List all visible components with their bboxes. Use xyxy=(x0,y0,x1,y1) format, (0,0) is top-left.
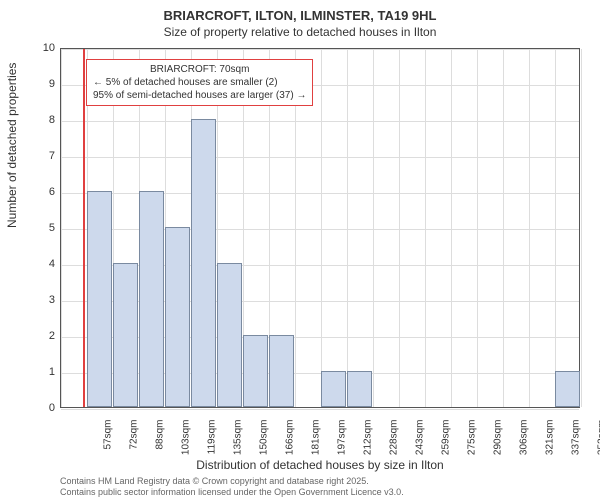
chart-title-line2: Size of property relative to detached ho… xyxy=(0,25,600,39)
grid-line-h xyxy=(61,49,579,50)
x-tick-label: 228sqm xyxy=(389,420,400,470)
histogram-bar xyxy=(269,335,294,407)
grid-line-v xyxy=(529,49,530,407)
y-tick-label: 4 xyxy=(49,258,55,270)
x-tick-label: 166sqm xyxy=(285,420,296,470)
x-tick-label: 103sqm xyxy=(181,420,192,470)
x-tick-label: 197sqm xyxy=(337,420,348,470)
x-tick-label: 337sqm xyxy=(571,420,582,470)
y-tick-label: 3 xyxy=(49,294,55,306)
property-marker-line xyxy=(83,49,85,407)
grid-line-h xyxy=(61,409,579,410)
chart-container: BRIARCROFT, ILTON, ILMINSTER, TA19 9HL S… xyxy=(0,0,600,500)
y-tick-label: 9 xyxy=(49,78,55,90)
grid-line-v xyxy=(425,49,426,407)
y-tick-label: 1 xyxy=(49,366,55,378)
grid-line-h xyxy=(61,157,579,158)
y-tick-label: 2 xyxy=(49,330,55,342)
annotation-line2: ← 5% of detached houses are smaller (2) xyxy=(93,76,306,89)
x-tick-label: 352sqm xyxy=(597,420,600,470)
y-tick-label: 6 xyxy=(49,186,55,198)
grid-line-v xyxy=(451,49,452,407)
x-tick-label: 275sqm xyxy=(467,420,478,470)
histogram-bar xyxy=(165,227,190,407)
histogram-bar xyxy=(113,263,138,407)
annotation-line1: BRIARCROFT: 70sqm xyxy=(93,63,306,76)
histogram-bar xyxy=(191,119,216,407)
y-tick-label: 7 xyxy=(49,150,55,162)
annotation-line3: 95% of semi-detached houses are larger (… xyxy=(93,89,306,102)
histogram-bar xyxy=(243,335,268,407)
x-tick-label: 88sqm xyxy=(155,420,166,470)
y-tick-label: 10 xyxy=(43,42,55,54)
x-tick-label: 290sqm xyxy=(493,420,504,470)
histogram-bar xyxy=(87,191,112,407)
x-tick-label: 72sqm xyxy=(129,420,140,470)
histogram-bar xyxy=(555,371,580,407)
histogram-bar xyxy=(321,371,346,407)
x-tick-label: 243sqm xyxy=(415,420,426,470)
x-tick-label: 181sqm xyxy=(311,420,322,470)
grid-line-v xyxy=(321,49,322,407)
x-tick-label: 306sqm xyxy=(519,420,530,470)
annotation-box: BRIARCROFT: 70sqm ← 5% of detached house… xyxy=(86,59,313,106)
grid-line-v xyxy=(347,49,348,407)
histogram-bar xyxy=(139,191,164,407)
grid-line-h xyxy=(61,121,579,122)
grid-line-v xyxy=(477,49,478,407)
plot-area: BRIARCROFT: 70sqm ← 5% of detached house… xyxy=(60,48,580,408)
x-tick-label: 135sqm xyxy=(233,420,244,470)
footer-line1: Contains HM Land Registry data © Crown c… xyxy=(60,476,369,486)
x-tick-label: 212sqm xyxy=(363,420,374,470)
grid-line-v xyxy=(399,49,400,407)
histogram-bar xyxy=(217,263,242,407)
y-tick-label: 5 xyxy=(49,222,55,234)
histogram-bar xyxy=(347,371,372,407)
x-tick-label: 321sqm xyxy=(545,420,556,470)
x-tick-label: 119sqm xyxy=(207,420,218,470)
chart-title-line1: BRIARCROFT, ILTON, ILMINSTER, TA19 9HL xyxy=(0,8,600,23)
x-tick-label: 57sqm xyxy=(103,420,114,470)
grid-line-v xyxy=(61,49,62,407)
grid-line-v xyxy=(373,49,374,407)
footer-line2: Contains public sector information licen… xyxy=(60,487,404,497)
y-axis-label: Number of detached properties xyxy=(5,63,19,228)
grid-line-v xyxy=(503,49,504,407)
y-tick-label: 0 xyxy=(49,402,55,414)
x-tick-label: 259sqm xyxy=(441,420,452,470)
grid-line-v xyxy=(581,49,582,407)
x-tick-label: 150sqm xyxy=(259,420,270,470)
y-tick-label: 8 xyxy=(49,114,55,126)
grid-line-v xyxy=(555,49,556,407)
